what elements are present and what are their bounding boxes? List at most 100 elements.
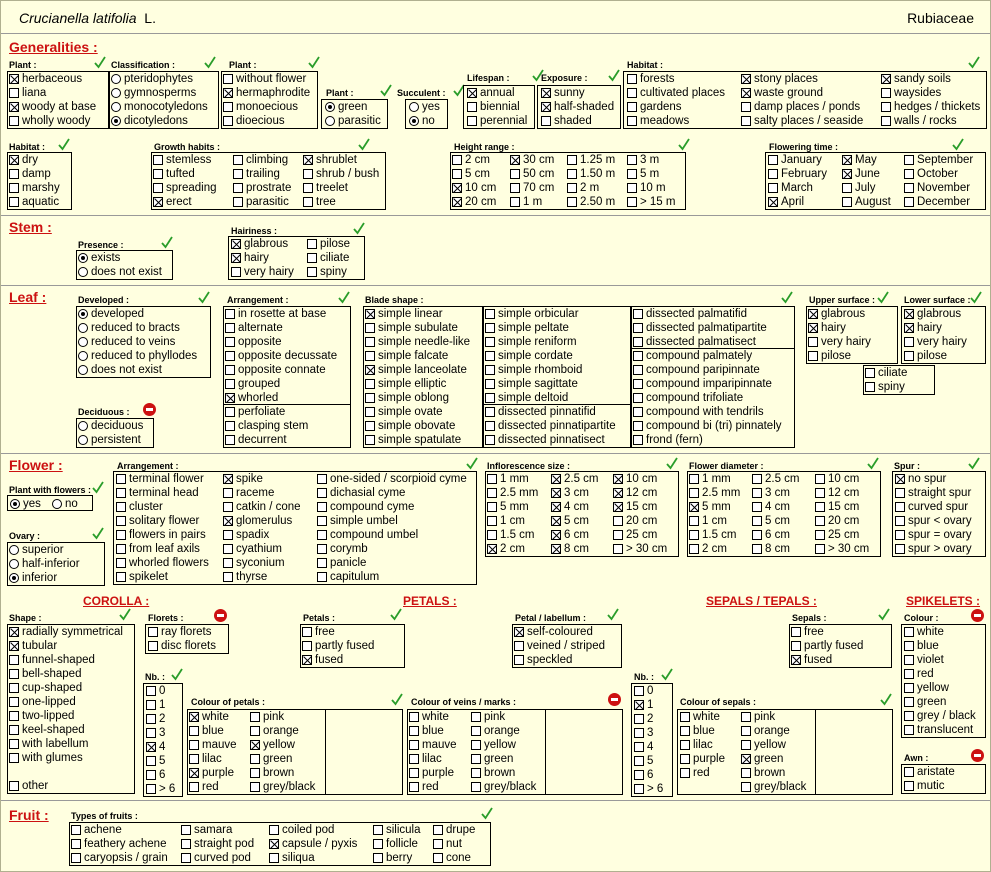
hab1b-option[interactable]: stony places xyxy=(741,72,818,86)
checkbox[interactable] xyxy=(741,116,751,126)
csA-option[interactable]: blue xyxy=(680,724,715,738)
lower-option[interactable]: pilose xyxy=(904,349,947,363)
checkbox[interactable] xyxy=(116,572,126,582)
grc-option[interactable]: tree xyxy=(303,195,336,209)
checkbox[interactable] xyxy=(842,197,852,207)
checkbox[interactable] xyxy=(317,502,327,512)
dev-option[interactable]: does not exist xyxy=(78,363,162,377)
shape-option[interactable]: with labellum xyxy=(9,737,88,751)
checkbox[interactable] xyxy=(865,368,875,378)
cpB-option[interactable]: orange xyxy=(250,724,299,738)
plant3-option[interactable]: parasitic xyxy=(325,114,381,128)
checkbox[interactable] xyxy=(904,725,914,735)
checkbox[interactable] xyxy=(551,544,561,554)
checkbox[interactable] xyxy=(146,728,156,738)
classif-option[interactable]: pteridophytes xyxy=(111,72,193,86)
grc-option[interactable]: treelet xyxy=(303,181,348,195)
radio-button[interactable] xyxy=(78,351,88,361)
hab1a-option[interactable]: meadows xyxy=(627,114,689,128)
plant2-option[interactable]: dioecious xyxy=(223,114,285,128)
shape-option[interactable]: keel-shaped xyxy=(9,723,85,737)
bladeA-option[interactable]: simple elliptic xyxy=(365,377,446,391)
checkbox[interactable] xyxy=(689,516,699,526)
ha-option[interactable]: 5 cm xyxy=(452,167,490,181)
checkbox[interactable] xyxy=(634,714,644,724)
checkbox[interactable] xyxy=(153,183,163,193)
checkbox[interactable] xyxy=(815,488,825,498)
checkbox[interactable] xyxy=(71,853,81,863)
checkbox[interactable] xyxy=(373,839,383,849)
radio-button[interactable] xyxy=(78,337,88,347)
checkbox[interactable] xyxy=(485,379,495,389)
checkbox[interactable] xyxy=(231,267,241,277)
cvB-option[interactable]: yellow xyxy=(471,738,516,752)
checkbox[interactable] xyxy=(433,853,443,863)
bladeA-option[interactable]: simple spatulate xyxy=(365,433,461,447)
checkbox[interactable] xyxy=(231,253,241,263)
life-option[interactable]: perennial xyxy=(467,114,527,128)
checkbox[interactable] xyxy=(71,839,81,849)
dev-option[interactable]: developed xyxy=(78,307,144,321)
farrB-option[interactable]: spadix xyxy=(223,528,269,542)
checkbox[interactable] xyxy=(365,421,375,431)
radio-button[interactable] xyxy=(10,499,20,509)
fdC-option[interactable]: 15 cm xyxy=(815,500,859,514)
checkbox[interactable] xyxy=(808,337,818,347)
expo-option[interactable]: half-shaded xyxy=(541,100,614,114)
checkbox[interactable] xyxy=(551,488,561,498)
checkbox[interactable] xyxy=(225,421,235,431)
checkbox[interactable] xyxy=(741,102,751,112)
checkbox[interactable] xyxy=(225,407,235,417)
checkbox[interactable] xyxy=(223,88,233,98)
cpA-option[interactable]: white xyxy=(189,710,229,724)
checkbox[interactable] xyxy=(409,754,419,764)
infC-option[interactable]: 15 cm xyxy=(613,500,657,514)
bladeC-option[interactable]: dissected palmatipartite xyxy=(633,321,767,335)
checkbox[interactable] xyxy=(904,351,914,361)
checkbox[interactable] xyxy=(551,530,561,540)
checkbox[interactable] xyxy=(485,365,495,375)
checkbox[interactable] xyxy=(904,655,914,665)
checkbox[interactable] xyxy=(551,502,561,512)
checkbox[interactable] xyxy=(223,516,233,526)
checkbox[interactable] xyxy=(633,337,643,347)
checkbox[interactable] xyxy=(409,712,419,722)
checkbox[interactable] xyxy=(627,88,637,98)
checkbox[interactable] xyxy=(9,781,19,791)
hd-option[interactable]: 10 m xyxy=(627,181,666,195)
checkbox[interactable] xyxy=(9,711,19,721)
checkbox[interactable] xyxy=(148,641,158,651)
checkbox[interactable] xyxy=(904,183,914,193)
checkbox[interactable] xyxy=(689,488,699,498)
bladeB2-option[interactable]: dissected pinnatipartite xyxy=(485,419,616,433)
checkbox[interactable] xyxy=(225,323,235,333)
checkbox[interactable] xyxy=(189,726,199,736)
checkbox[interactable] xyxy=(223,502,233,512)
fta-option[interactable]: January xyxy=(768,153,822,167)
checkbox[interactable] xyxy=(791,655,801,665)
checkbox[interactable] xyxy=(116,558,126,568)
csB-option[interactable]: green xyxy=(741,752,783,766)
hd-option[interactable]: 5 m xyxy=(627,167,659,181)
fdB-option[interactable]: 3 cm xyxy=(752,486,790,500)
checkbox[interactable] xyxy=(365,379,375,389)
checkbox[interactable] xyxy=(485,393,495,403)
checkbox[interactable] xyxy=(689,544,699,554)
checkbox[interactable] xyxy=(225,393,235,403)
checkbox[interactable] xyxy=(250,782,260,792)
farrC-option[interactable]: compound umbel xyxy=(317,528,418,542)
checkbox[interactable] xyxy=(467,102,477,112)
frA-option[interactable]: achene xyxy=(71,823,122,837)
ftb-option[interactable]: June xyxy=(842,167,880,181)
plant1-option[interactable]: liana xyxy=(9,86,46,100)
checkbox[interactable] xyxy=(223,474,233,484)
checkbox[interactable] xyxy=(634,784,644,794)
shape-option[interactable]: one-lipped xyxy=(9,695,76,709)
checkbox[interactable] xyxy=(680,754,690,764)
checkbox[interactable] xyxy=(791,641,801,651)
checkbox[interactable] xyxy=(317,544,327,554)
spcol-option[interactable]: violet xyxy=(904,653,944,667)
dev-option[interactable]: reduced to phyllodes xyxy=(78,349,197,363)
checkbox[interactable] xyxy=(541,116,551,126)
gra-option[interactable]: tufted xyxy=(153,167,195,181)
